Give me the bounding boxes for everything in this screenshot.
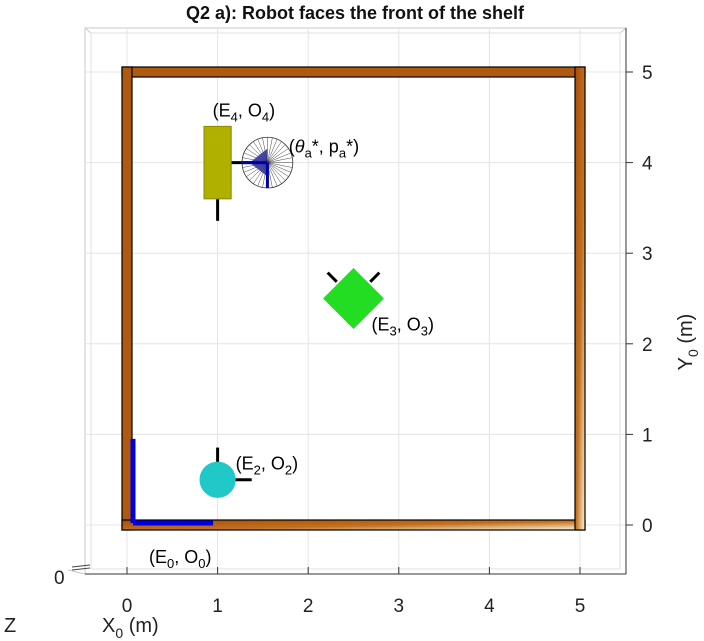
viewpoint-spoke-30: [267, 152, 291, 163]
box3-body: [323, 268, 384, 329]
y-tick-label-0: 0: [642, 516, 653, 537]
z-axis-stub: [71, 564, 91, 571]
y-tick-label-1: 1: [642, 425, 653, 446]
x-tick-label-3: 3: [394, 596, 405, 617]
z-tick-label: 0: [54, 568, 65, 589]
y-axis-label: Y0 (m): [675, 314, 701, 371]
x-tick-label-5: 5: [575, 596, 586, 617]
viewpoint-spoke-26: [267, 139, 278, 163]
box3-axis-b: [369, 271, 381, 283]
viewpoint-spoke-28: [267, 144, 286, 163]
viewpoint-spoke-1: [267, 162, 293, 168]
viewpoint-spoke-5: [267, 162, 282, 184]
wall-top: [121, 66, 586, 78]
viewpoint-spoke-31: [267, 157, 293, 163]
viewpoint_a-label: (θa*, pa*): [289, 137, 359, 161]
y-axis: 0 1 2 3 4 5: [85, 28, 653, 575]
y-tick-label-3: 3: [642, 244, 653, 265]
shelf4-body: [203, 125, 232, 200]
viewpoint-spoke-27: [267, 141, 282, 163]
x-tick-label-0: 0: [122, 596, 133, 617]
shelf_4-label: (E4, O4): [213, 100, 275, 124]
x-axis: 0 1 2 3 4 5: [122, 567, 586, 617]
wall-right: [574, 66, 586, 531]
z-axis-label: Z: [4, 615, 16, 637]
robot_2-label: (E2, O2): [236, 454, 298, 478]
box3-axis-a: [326, 271, 338, 283]
viewpoint-spoke-6: [267, 162, 278, 187]
viewpoint-spoke-2: [267, 162, 291, 173]
viewpoint-spoke-3: [267, 162, 289, 177]
frame_0-label: (E0, O0): [149, 547, 211, 571]
viewpoint-spoke-29: [267, 148, 289, 163]
box_3-label: (E3, O3): [372, 315, 434, 339]
robot2-body: [199, 461, 236, 498]
chart-title: Q2 a): Robot faces the front of the shel…: [186, 3, 525, 23]
x-tick-label-1: 1: [212, 596, 223, 617]
x-tick-label-2: 2: [303, 596, 314, 617]
scene-objects: (E0, O0) (E2, O2) (E3, O3) (E4, O4) (θa*, pa…: [130, 100, 434, 571]
viewpoint-spoke-25: [267, 137, 273, 163]
x-tick-label-4: 4: [484, 596, 495, 617]
room-walls: [121, 66, 586, 531]
x-axis-label: X0 (m): [102, 615, 159, 641]
y-tick-label-5: 5: [642, 63, 653, 84]
y-tick-label-2: 2: [642, 335, 653, 356]
viewpoint-spoke-4: [267, 162, 286, 181]
y-tick-label-4: 4: [642, 154, 653, 175]
